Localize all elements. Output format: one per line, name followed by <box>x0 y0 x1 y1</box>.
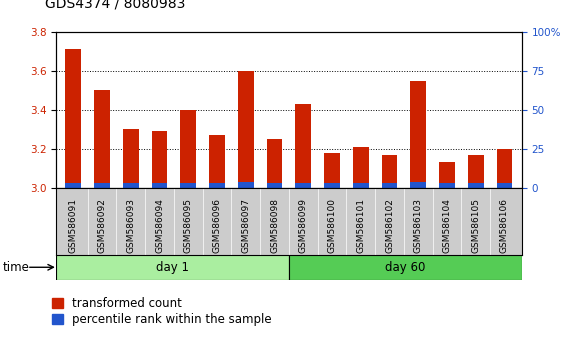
Bar <box>410 81 426 188</box>
Bar <box>123 129 139 188</box>
Bar <box>496 149 512 188</box>
Bar <box>66 50 81 188</box>
Bar <box>151 131 168 188</box>
Bar <box>266 139 282 188</box>
Bar <box>353 183 369 188</box>
Text: day 1: day 1 <box>156 261 189 274</box>
Bar <box>151 183 168 188</box>
Text: GSM586096: GSM586096 <box>213 198 222 253</box>
Bar <box>296 183 311 188</box>
Bar <box>66 183 81 188</box>
Bar <box>353 147 369 188</box>
Text: GSM586100: GSM586100 <box>328 198 337 253</box>
Bar <box>439 183 455 188</box>
Bar <box>238 71 254 188</box>
Text: GSM586095: GSM586095 <box>184 198 193 253</box>
Text: GSM586098: GSM586098 <box>270 198 279 253</box>
Bar <box>468 155 484 188</box>
Text: GSM586105: GSM586105 <box>471 198 480 253</box>
Text: GSM586103: GSM586103 <box>414 198 423 253</box>
Text: GSM586091: GSM586091 <box>69 198 78 253</box>
Text: GSM586099: GSM586099 <box>299 198 308 253</box>
Text: day 60: day 60 <box>385 261 425 274</box>
Bar <box>94 183 110 188</box>
Text: GSM586106: GSM586106 <box>500 198 509 253</box>
Bar <box>209 183 225 188</box>
Bar <box>296 104 311 188</box>
Bar <box>410 182 426 188</box>
Bar <box>181 110 196 188</box>
Legend: transformed count, percentile rank within the sample: transformed count, percentile rank withi… <box>51 296 273 327</box>
Bar <box>94 90 110 188</box>
Text: GSM586102: GSM586102 <box>385 198 394 253</box>
Text: GSM586101: GSM586101 <box>356 198 365 253</box>
Bar <box>496 183 512 188</box>
Text: GSM586093: GSM586093 <box>126 198 135 253</box>
Bar <box>181 183 196 188</box>
Bar <box>123 183 139 188</box>
Text: time: time <box>3 261 30 274</box>
Text: GSM586094: GSM586094 <box>155 198 164 253</box>
Bar <box>209 135 225 188</box>
Bar <box>381 183 397 188</box>
Text: GSM586097: GSM586097 <box>241 198 250 253</box>
Bar <box>289 255 522 280</box>
Bar <box>439 162 455 188</box>
Bar <box>324 183 340 188</box>
Text: GDS4374 / 8080983: GDS4374 / 8080983 <box>45 0 185 11</box>
Bar <box>468 183 484 188</box>
Text: GSM586104: GSM586104 <box>443 198 452 253</box>
Bar <box>56 255 289 280</box>
Bar <box>266 183 282 188</box>
Text: GSM586092: GSM586092 <box>98 198 107 253</box>
Bar <box>381 155 397 188</box>
Bar <box>238 182 254 188</box>
Bar <box>324 153 340 188</box>
